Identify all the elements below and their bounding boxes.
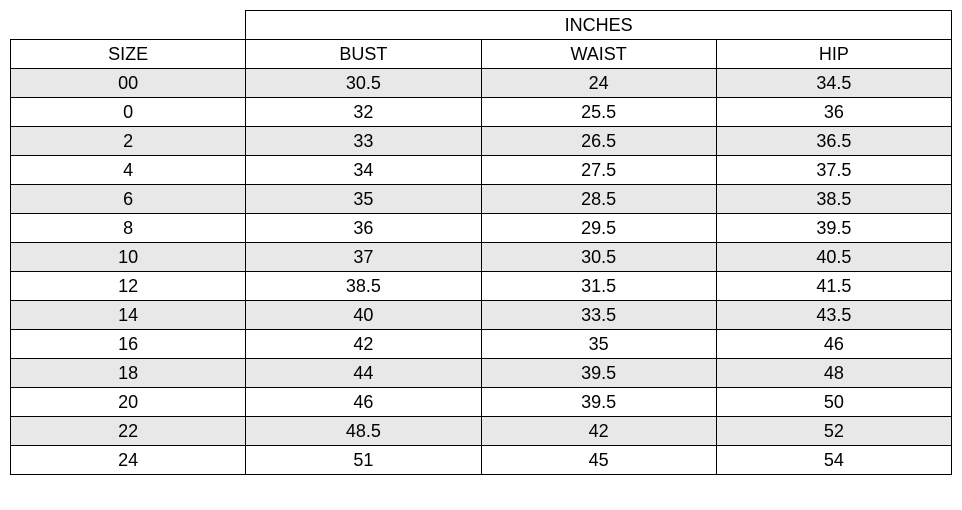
cell-bust: 48.5 <box>246 417 481 446</box>
cell-hip: 43.5 <box>716 301 951 330</box>
cell-size: 0 <box>11 98 246 127</box>
cell-size: 10 <box>11 243 246 272</box>
size-header: SIZE <box>11 40 246 69</box>
cell-waist: 24 <box>481 69 716 98</box>
cell-bust: 34 <box>246 156 481 185</box>
cell-waist: 30.5 <box>481 243 716 272</box>
table-row: 83629.539.5 <box>11 214 952 243</box>
size-chart-table: INCHES SIZE BUST WAIST HIP 0030.52434.50… <box>10 10 952 475</box>
cell-hip: 36.5 <box>716 127 951 156</box>
cell-waist: 29.5 <box>481 214 716 243</box>
size-chart-container: INCHES SIZE BUST WAIST HIP 0030.52434.50… <box>10 10 952 475</box>
cell-bust: 38.5 <box>246 272 481 301</box>
cell-bust: 35 <box>246 185 481 214</box>
cell-bust: 44 <box>246 359 481 388</box>
cell-hip: 48 <box>716 359 951 388</box>
table-row: 43427.537.5 <box>11 156 952 185</box>
cell-hip: 37.5 <box>716 156 951 185</box>
table-row: 0030.52434.5 <box>11 69 952 98</box>
cell-waist: 35 <box>481 330 716 359</box>
cell-hip: 39.5 <box>716 214 951 243</box>
cell-size: 8 <box>11 214 246 243</box>
table-row: 204639.550 <box>11 388 952 417</box>
cell-waist: 42 <box>481 417 716 446</box>
cell-waist: 25.5 <box>481 98 716 127</box>
cell-waist: 39.5 <box>481 359 716 388</box>
cell-hip: 54 <box>716 446 951 475</box>
cell-size: 18 <box>11 359 246 388</box>
cell-hip: 46 <box>716 330 951 359</box>
cell-size: 12 <box>11 272 246 301</box>
header-row-columns: SIZE BUST WAIST HIP <box>11 40 952 69</box>
cell-bust: 42 <box>246 330 481 359</box>
table-row: 103730.540.5 <box>11 243 952 272</box>
cell-waist: 33.5 <box>481 301 716 330</box>
cell-waist: 45 <box>481 446 716 475</box>
table-body: 0030.52434.503225.53623326.536.543427.53… <box>11 69 952 475</box>
cell-waist: 28.5 <box>481 185 716 214</box>
cell-size: 6 <box>11 185 246 214</box>
table-row: 23326.536.5 <box>11 127 952 156</box>
table-row: 24514554 <box>11 446 952 475</box>
cell-hip: 36 <box>716 98 951 127</box>
table-row: 184439.548 <box>11 359 952 388</box>
table-row: 63528.538.5 <box>11 185 952 214</box>
cell-bust: 30.5 <box>246 69 481 98</box>
cell-hip: 41.5 <box>716 272 951 301</box>
cell-bust: 40 <box>246 301 481 330</box>
cell-size: 20 <box>11 388 246 417</box>
cell-waist: 31.5 <box>481 272 716 301</box>
cell-bust: 37 <box>246 243 481 272</box>
cell-size: 22 <box>11 417 246 446</box>
cell-hip: 38.5 <box>716 185 951 214</box>
cell-size: 4 <box>11 156 246 185</box>
cell-bust: 51 <box>246 446 481 475</box>
hip-header: HIP <box>716 40 951 69</box>
waist-header: WAIST <box>481 40 716 69</box>
cell-bust: 36 <box>246 214 481 243</box>
table-row: 16423546 <box>11 330 952 359</box>
table-row: 03225.536 <box>11 98 952 127</box>
cell-hip: 40.5 <box>716 243 951 272</box>
cell-waist: 27.5 <box>481 156 716 185</box>
cell-hip: 34.5 <box>716 69 951 98</box>
cell-bust: 46 <box>246 388 481 417</box>
cell-size: 14 <box>11 301 246 330</box>
header-row-unit: INCHES <box>11 11 952 40</box>
cell-bust: 32 <box>246 98 481 127</box>
unit-header: INCHES <box>246 11 952 40</box>
cell-size: 16 <box>11 330 246 359</box>
cell-size: 00 <box>11 69 246 98</box>
cell-size: 24 <box>11 446 246 475</box>
table-row: 2248.54252 <box>11 417 952 446</box>
cell-hip: 50 <box>716 388 951 417</box>
cell-waist: 39.5 <box>481 388 716 417</box>
table-row: 144033.543.5 <box>11 301 952 330</box>
header-blank-cell <box>11 11 246 40</box>
cell-waist: 26.5 <box>481 127 716 156</box>
cell-bust: 33 <box>246 127 481 156</box>
cell-hip: 52 <box>716 417 951 446</box>
cell-size: 2 <box>11 127 246 156</box>
table-row: 1238.531.541.5 <box>11 272 952 301</box>
bust-header: BUST <box>246 40 481 69</box>
table-header: INCHES SIZE BUST WAIST HIP <box>11 11 952 69</box>
